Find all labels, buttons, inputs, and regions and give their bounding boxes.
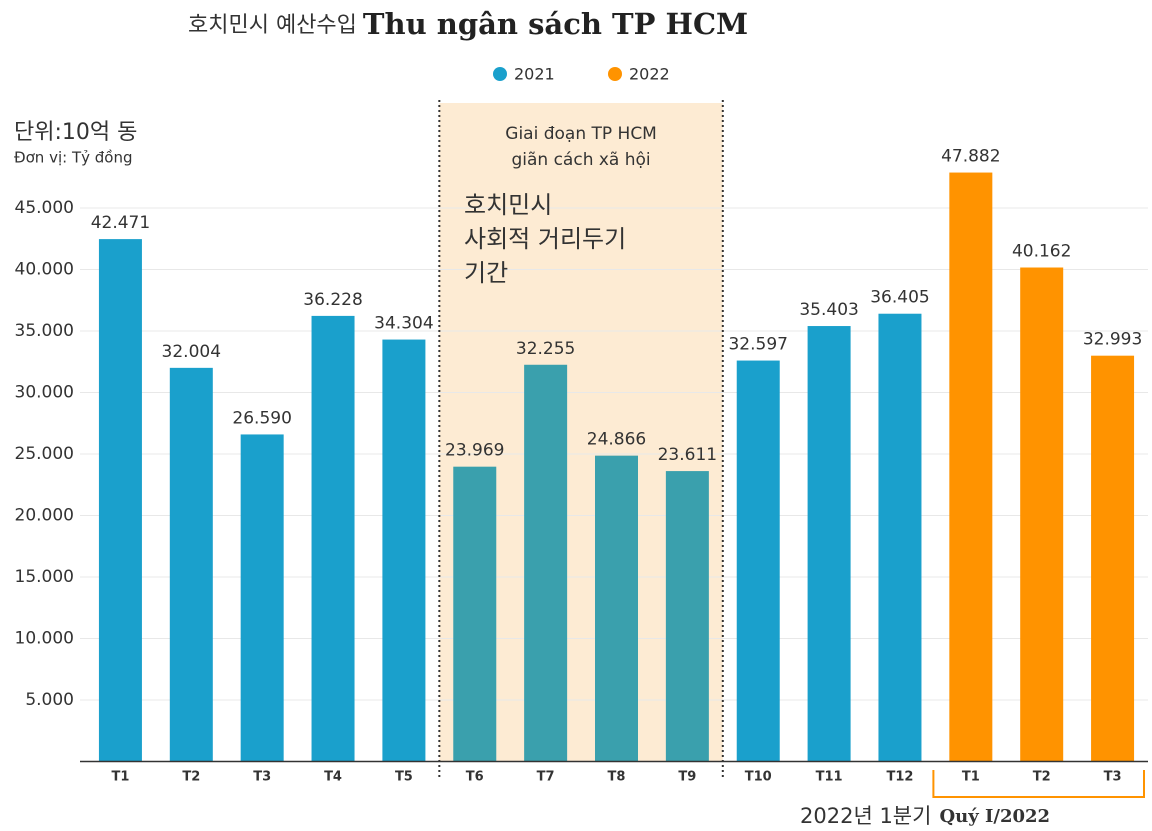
- period-bracket: [932, 770, 1145, 798]
- highlight-text: giãn cách xã hội: [511, 150, 650, 170]
- period-label: 2022년 1분기 Quý I/2022: [800, 804, 1050, 828]
- title: Thu ngân sách TP HCM: [363, 7, 748, 41]
- value-label: 32.255: [516, 339, 575, 359]
- x-tick-label: T5: [395, 770, 413, 785]
- unit-ko: 단위:10억 동: [14, 120, 137, 145]
- value-label: 26.590: [232, 408, 291, 428]
- x-tick-label: T1: [111, 770, 129, 785]
- x-tick-label: T10: [745, 770, 772, 785]
- x-tick-label: T3: [253, 770, 271, 785]
- bar: [98, 239, 142, 762]
- value-label: 24.866: [587, 430, 646, 450]
- y-tick-label: 15.000: [15, 567, 74, 587]
- legend-label: 2021: [514, 65, 555, 84]
- bar: [736, 360, 780, 762]
- x-tick-label: T6: [466, 770, 484, 785]
- highlight-text-ko: 기간: [464, 259, 508, 287]
- y-tick-label: 10.000: [15, 629, 74, 649]
- bar: [665, 471, 709, 762]
- x-tick-label: T1: [962, 770, 980, 785]
- x-tick-label: T9: [678, 770, 696, 785]
- value-label: 34.304: [374, 314, 433, 334]
- value-label: 32.004: [162, 342, 221, 362]
- value-label: 23.611: [658, 445, 717, 465]
- x-tick-label: T11: [816, 770, 843, 785]
- bar: [311, 315, 355, 762]
- y-tick-label: 35.000: [15, 321, 74, 341]
- bar: [878, 313, 922, 762]
- period-label-vi: Quý I/2022: [939, 806, 1050, 827]
- bar: [807, 326, 851, 762]
- bar: [382, 339, 426, 762]
- chart-title: 호치민시 예산수입 Thu ngân sách TP HCM: [188, 7, 748, 41]
- y-tick-label: 5.000: [25, 690, 74, 710]
- highlight-text: Giai đoạn TP HCM: [505, 124, 657, 144]
- value-label: 35.403: [799, 300, 858, 320]
- x-tick-label: T3: [1104, 770, 1122, 785]
- x-tick-label: T12: [886, 770, 913, 785]
- highlight-text-ko: 사회적 거리두기: [464, 225, 626, 253]
- value-label: 36.228: [303, 290, 362, 310]
- bar: [949, 172, 993, 762]
- y-tick-label: 45.000: [15, 198, 74, 218]
- x-tick-label: T4: [324, 770, 342, 785]
- y-tick-label: 30.000: [15, 383, 74, 403]
- value-label: 32.597: [728, 335, 787, 355]
- legend-label: 2022: [629, 65, 670, 84]
- x-tick-label: T2: [182, 770, 200, 785]
- y-tick-label: 20.000: [15, 506, 74, 526]
- value-label: 47.882: [941, 147, 1000, 167]
- bar: [1020, 267, 1064, 762]
- bar: [453, 466, 497, 762]
- value-label: 36.405: [870, 288, 929, 308]
- bar: [1091, 355, 1135, 762]
- title-ko: 호치민시 예산수입: [188, 13, 357, 38]
- y-tick-label: 40.000: [15, 260, 74, 280]
- x-tick-label: T2: [1033, 770, 1051, 785]
- bar: [240, 434, 284, 762]
- value-label: 40.162: [1012, 242, 1071, 262]
- period-label-ko: 2022년 1분기: [800, 804, 931, 828]
- x-tick-label: T7: [537, 770, 555, 785]
- legend-marker: [608, 67, 622, 81]
- x-tick-label: T8: [608, 770, 626, 785]
- unit: Đơn vị: Tỷ đồng: [14, 149, 132, 167]
- bar: [595, 455, 638, 762]
- y-tick-label: 25.000: [15, 444, 74, 464]
- value-label: 32.993: [1083, 330, 1142, 350]
- highlight-text-ko: 호치민시: [464, 191, 552, 219]
- bar: [524, 364, 568, 762]
- bar: [169, 367, 213, 762]
- value-label: 23.969: [445, 441, 504, 461]
- legend-marker: [493, 67, 507, 81]
- value-label: 42.471: [91, 213, 150, 233]
